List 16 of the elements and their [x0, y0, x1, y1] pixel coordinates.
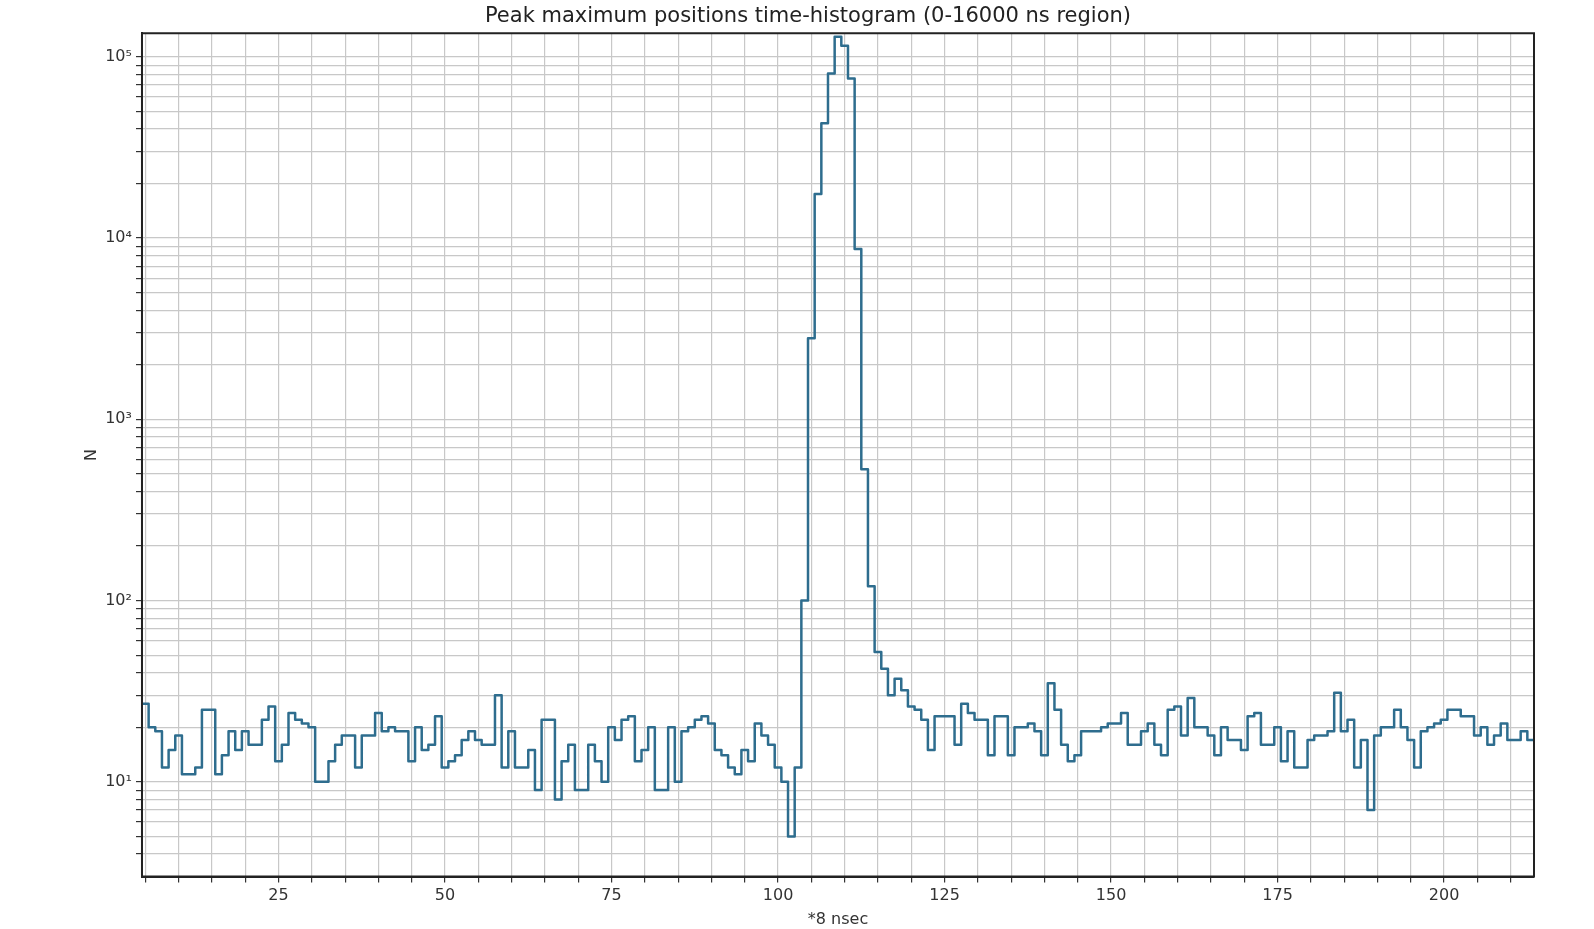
x-tick-label: 125	[929, 885, 960, 905]
x-tick-label: 175	[1262, 885, 1293, 905]
x-tick-label: 75	[601, 885, 622, 905]
y-tick-label: 10⁴	[105, 227, 132, 247]
y-tick-label: 10¹	[105, 770, 132, 790]
x-tick-label: 100	[762, 885, 794, 905]
y-tick-label: 10⁵	[105, 45, 132, 65]
y-axis-title: N	[80, 448, 100, 461]
x-tick-label: 25	[268, 885, 289, 905]
y-tick-label: 10³	[105, 408, 132, 428]
x-tick-label: 150	[1095, 885, 1127, 905]
x-tick-label: 200	[1428, 885, 1460, 905]
x-tick-label: 50	[434, 885, 456, 905]
y-tick-label: 10²	[105, 589, 132, 609]
x-axis-title: *8 nsec	[807, 908, 869, 928]
chart-title: Peak maximum positions time-histogram (0-16000 ns region)	[484, 3, 1132, 28]
